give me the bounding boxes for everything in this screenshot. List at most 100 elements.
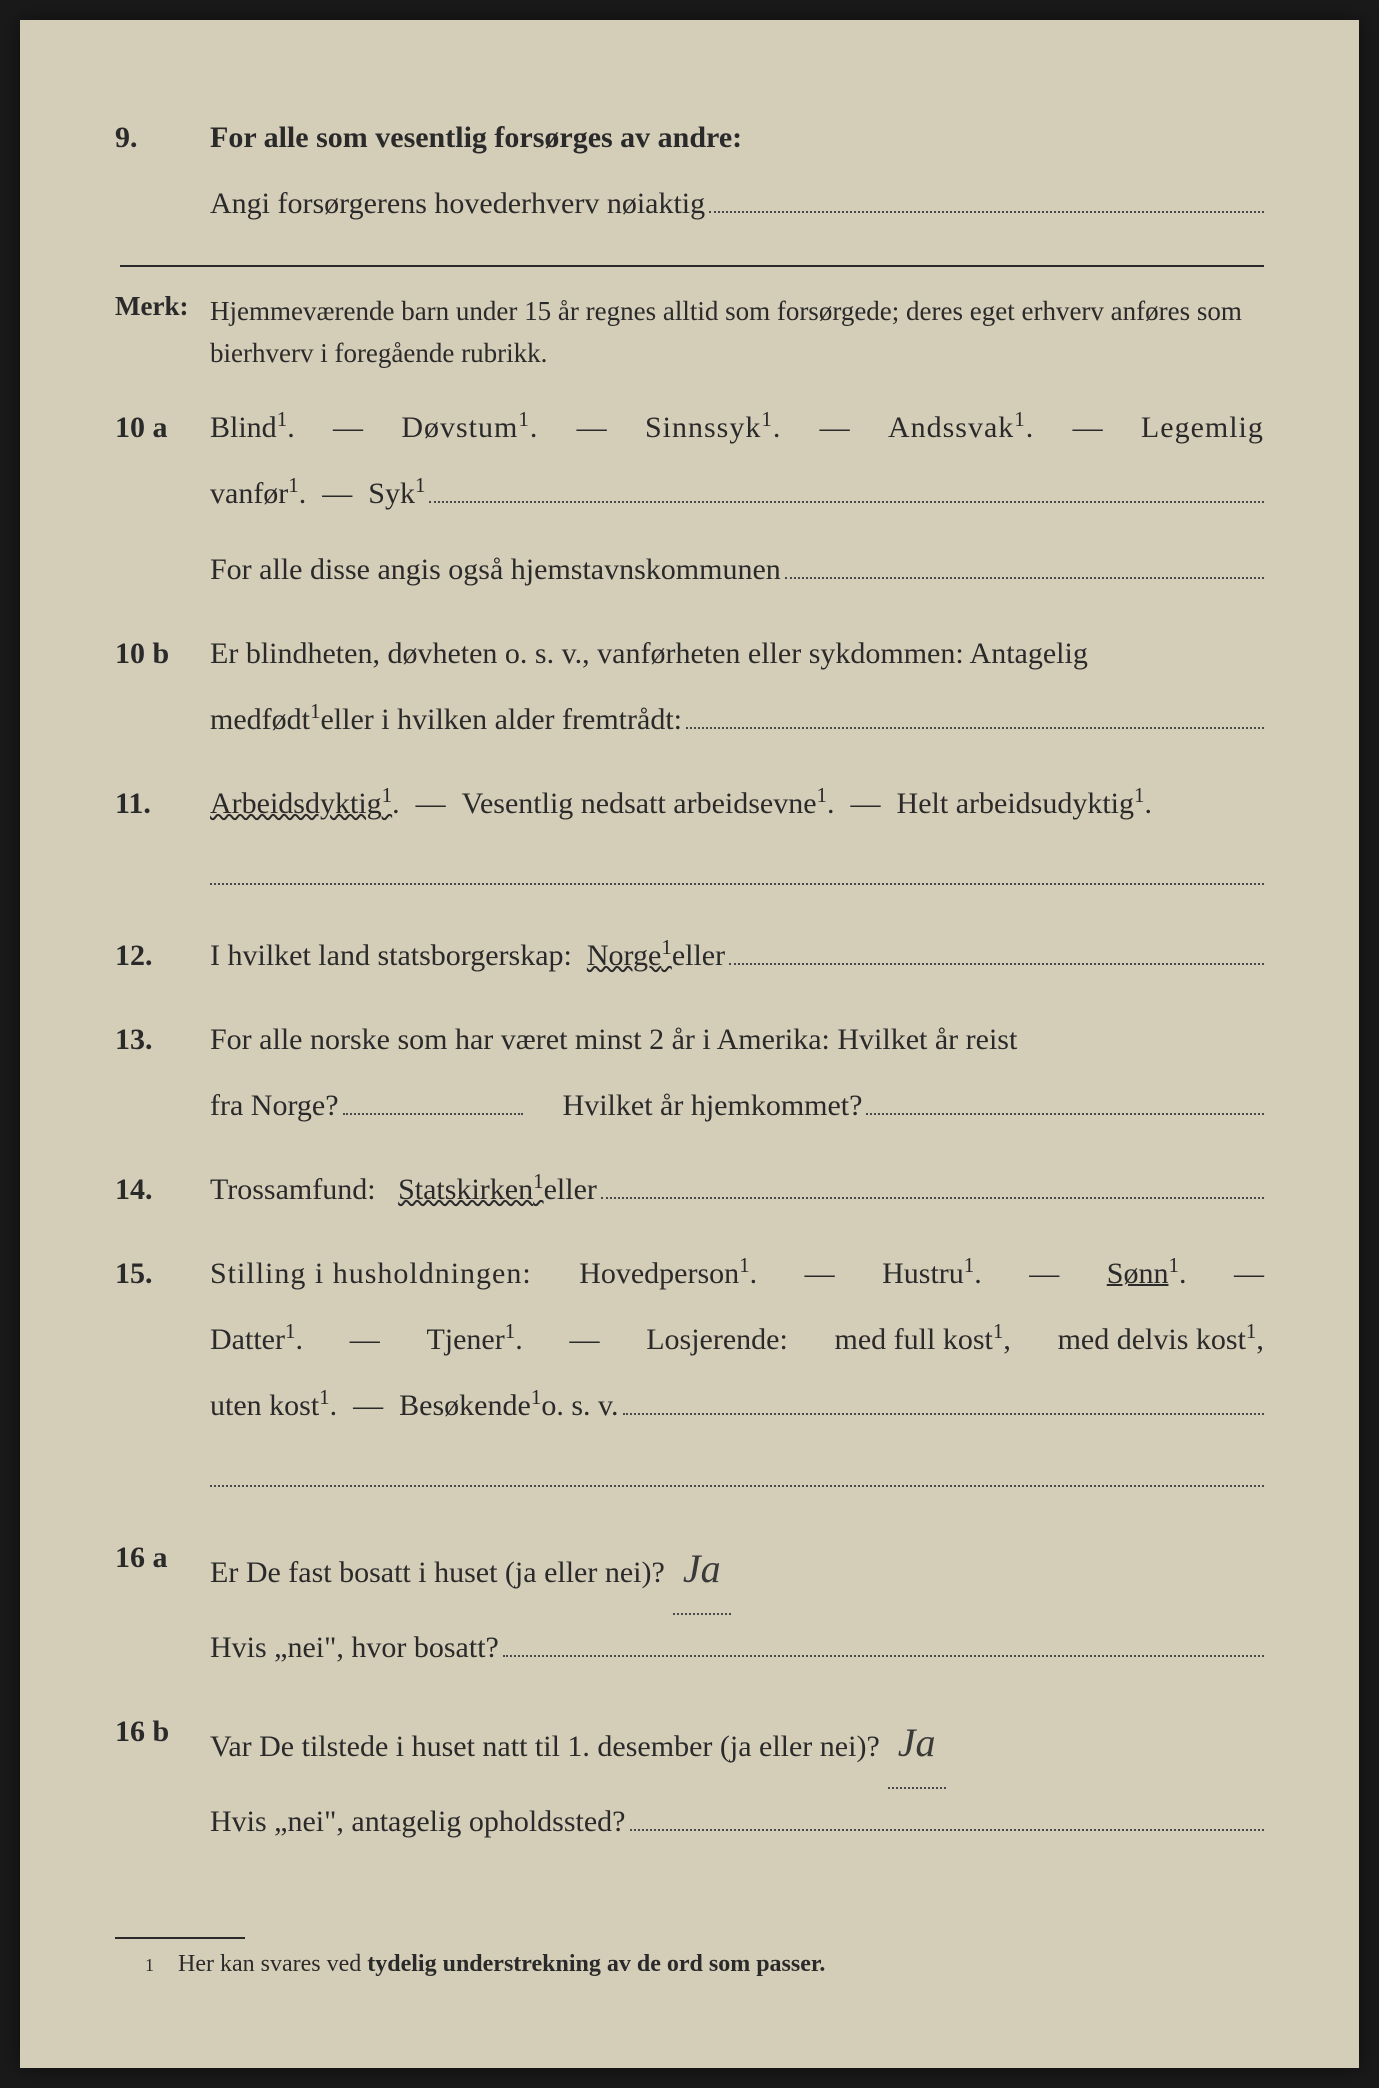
question-16b: 16 b Var De tilstede i huset natt til 1.… (115, 1699, 1264, 1855)
footnote: 1 Her kan svares ved tydelig understrekn… (115, 1951, 1264, 1978)
q11-opt3: Helt arbeidsudyktig1 (897, 787, 1145, 820)
q10b-text2b: eller i hvilken alder fremtrådt: (320, 687, 682, 753)
question-10a: 10 a Blind1. — Døvstum1. — Sinnssyk1. — … (115, 395, 1264, 603)
q15-opt7: med delvis kost1, (1058, 1307, 1264, 1373)
dash: — (333, 395, 363, 461)
q15-row1: Stilling i husholdningen: Hovedperson1. … (210, 1241, 1264, 1307)
q16b-number: 16 b (115, 1699, 210, 1855)
fill-line (623, 1388, 1264, 1415)
q16b-content: Var De tilstede i huset natt til 1. dese… (210, 1699, 1264, 1855)
dash: — (350, 1307, 380, 1373)
q16b-answer-blank: Ja (888, 1699, 946, 1789)
q15-opt2: Hustru1. (882, 1241, 982, 1307)
fill-line-full (210, 1459, 1264, 1487)
dash: — (353, 1373, 383, 1439)
question-12: 12. I hvilket land statsborgerskap: Norg… (115, 923, 1264, 989)
question-11: 11. Arbeidsdyktig1.—Vesentlig nedsatt ar… (115, 771, 1264, 905)
q13-text2a: fra Norge? (210, 1073, 339, 1139)
q16b-text2: Hvis „nei", antagelig opholdssted? (210, 1789, 626, 1855)
census-form-page: 9. For alle som vesentlig forsørges av a… (20, 20, 1359, 2068)
q15-opt8: uten kost1. (210, 1373, 337, 1439)
fill-line (503, 1630, 1264, 1657)
q11-opt2: Vesentlig nedsatt arbeidsevne1 (462, 787, 827, 820)
q16a-row2: Hvis „nei", hvor bosatt? (210, 1615, 1264, 1681)
dash: — (416, 787, 446, 820)
q10b-row2: medfødt1 eller i hvilken alder fremtrådt… (210, 687, 1264, 753)
q12-eller: eller (672, 923, 725, 989)
q10a-opt3: Sinnssyk1. (645, 395, 781, 461)
footnote-container: 1 Her kan svares ved tydelig understrekn… (115, 1937, 1264, 1978)
q15-opt6: med full kost1, (835, 1307, 1011, 1373)
q15-row2: Datter1. — Tjener1. — Losjerende: med fu… (210, 1307, 1264, 1373)
q15-text2: Losjerende: (646, 1307, 788, 1373)
dash: — (851, 787, 881, 820)
q9-line1: For alle som vesentlig forsørges av andr… (210, 105, 1264, 171)
fill-line (686, 702, 1264, 729)
q15-opt3: Sønn1. (1107, 1241, 1187, 1307)
merk-content: Hjemmeværende barn under 15 år regnes al… (210, 291, 1264, 375)
q10a-opt4: Andssvak1. (888, 395, 1034, 461)
q10a-opt6: vanfør1. (210, 461, 306, 527)
q10a-opt1: Blind1. (210, 395, 295, 461)
q16b-row2: Hvis „nei", antagelig opholdssted? (210, 1789, 1264, 1855)
q14-statskirken: Statskirken1 (398, 1157, 544, 1223)
q14-number: 14. (115, 1157, 210, 1223)
footnote-text1: Her kan svares ved (178, 1951, 367, 1977)
q16b-text1: Var De tilstede i huset natt til 1. dese… (210, 1714, 880, 1780)
q16a-answer-blank: Ja (673, 1525, 731, 1615)
q15-content: Stilling i husholdningen: Hovedperson1. … (210, 1241, 1264, 1507)
q10b-text2a: medfødt1 (210, 687, 320, 753)
q10a-row1: Blind1. — Døvstum1. — Sinnssyk1. — Andss… (210, 395, 1264, 461)
q10a-number: 10 a (115, 395, 210, 603)
q10a-content: Blind1. — Døvstum1. — Sinnssyk1. — Andss… (210, 395, 1264, 603)
q10b-content: Er blindheten, døvheten o. s. v., vanfør… (210, 621, 1264, 753)
q16a-content: Er De fast bosatt i huset (ja eller nei)… (210, 1525, 1264, 1681)
fill-line (709, 186, 1264, 213)
footnote-divider (115, 1937, 245, 1939)
question-15: 15. Stilling i husholdningen: Hovedperso… (115, 1241, 1264, 1507)
dash: — (805, 1241, 835, 1307)
q9-line2-row: Angi forsørgerens hovederhverv nøiaktig (210, 171, 1264, 237)
q10a-opt2: Døvstum1. (401, 395, 538, 461)
dash: — (569, 1307, 599, 1373)
q12-number: 12. (115, 923, 210, 989)
q15-number: 15. (115, 1241, 210, 1507)
q14-content: Trossamfund: Statskirken1 eller (210, 1157, 1264, 1223)
q13-text2b: Hvilket år hjemkommet? (563, 1073, 863, 1139)
q11-content: Arbeidsdyktig1.—Vesentlig nedsatt arbeid… (210, 771, 1264, 905)
q12-content: I hvilket land statsborgerskap: Norge1 e… (210, 923, 1264, 989)
q16a-number: 16 a (115, 1525, 210, 1681)
q9-number: 9. (115, 105, 210, 237)
q9-content: For alle som vesentlig forsørges av andr… (210, 105, 1264, 237)
footnote-bold: tydelig understrekning av de ord som pas… (367, 1951, 825, 1977)
q10b-number: 10 b (115, 621, 210, 753)
fill-line (785, 552, 1264, 579)
dash: — (1073, 395, 1103, 461)
q16a-answer: Ja (683, 1546, 721, 1591)
q10b-line1: Er blindheten, døvheten o. s. v., vanfør… (210, 621, 1264, 687)
question-14: 14. Trossamfund: Statskirken1 eller (115, 1157, 1264, 1223)
q16a-text2: Hvis „nei", hvor bosatt? (210, 1615, 499, 1681)
fill-line-full (210, 857, 1264, 885)
q12-norge: Norge1 (587, 923, 672, 989)
q16b-row1: Var De tilstede i huset natt til 1. dese… (210, 1699, 1264, 1789)
q15-opt4: Datter1. (210, 1307, 303, 1373)
fill-line (429, 476, 1264, 503)
q15-opt9: Besøkende1 (399, 1373, 541, 1439)
dash: — (1234, 1241, 1264, 1307)
fill-line (630, 1804, 1265, 1831)
q16b-answer: Ja (898, 1720, 936, 1765)
q13-row2: fra Norge? Hvilket år hjemkommet? (210, 1073, 1264, 1139)
merk-label: Merk: (115, 291, 210, 375)
q10a-opt7: Syk1 (368, 461, 425, 527)
q13-number: 13. (115, 1007, 210, 1139)
divider-1 (120, 265, 1264, 267)
fill-line (601, 1172, 1264, 1199)
question-13: 13. For alle norske som har været minst … (115, 1007, 1264, 1139)
merk-note: Merk: Hjemmeværende barn under 15 år reg… (115, 291, 1264, 375)
fill-line (729, 938, 1264, 965)
q15-opt5: Tjener1. (426, 1307, 522, 1373)
dash: — (1029, 1241, 1059, 1307)
q10a-opt5: Legemlig (1141, 395, 1264, 461)
dash: — (322, 461, 352, 527)
